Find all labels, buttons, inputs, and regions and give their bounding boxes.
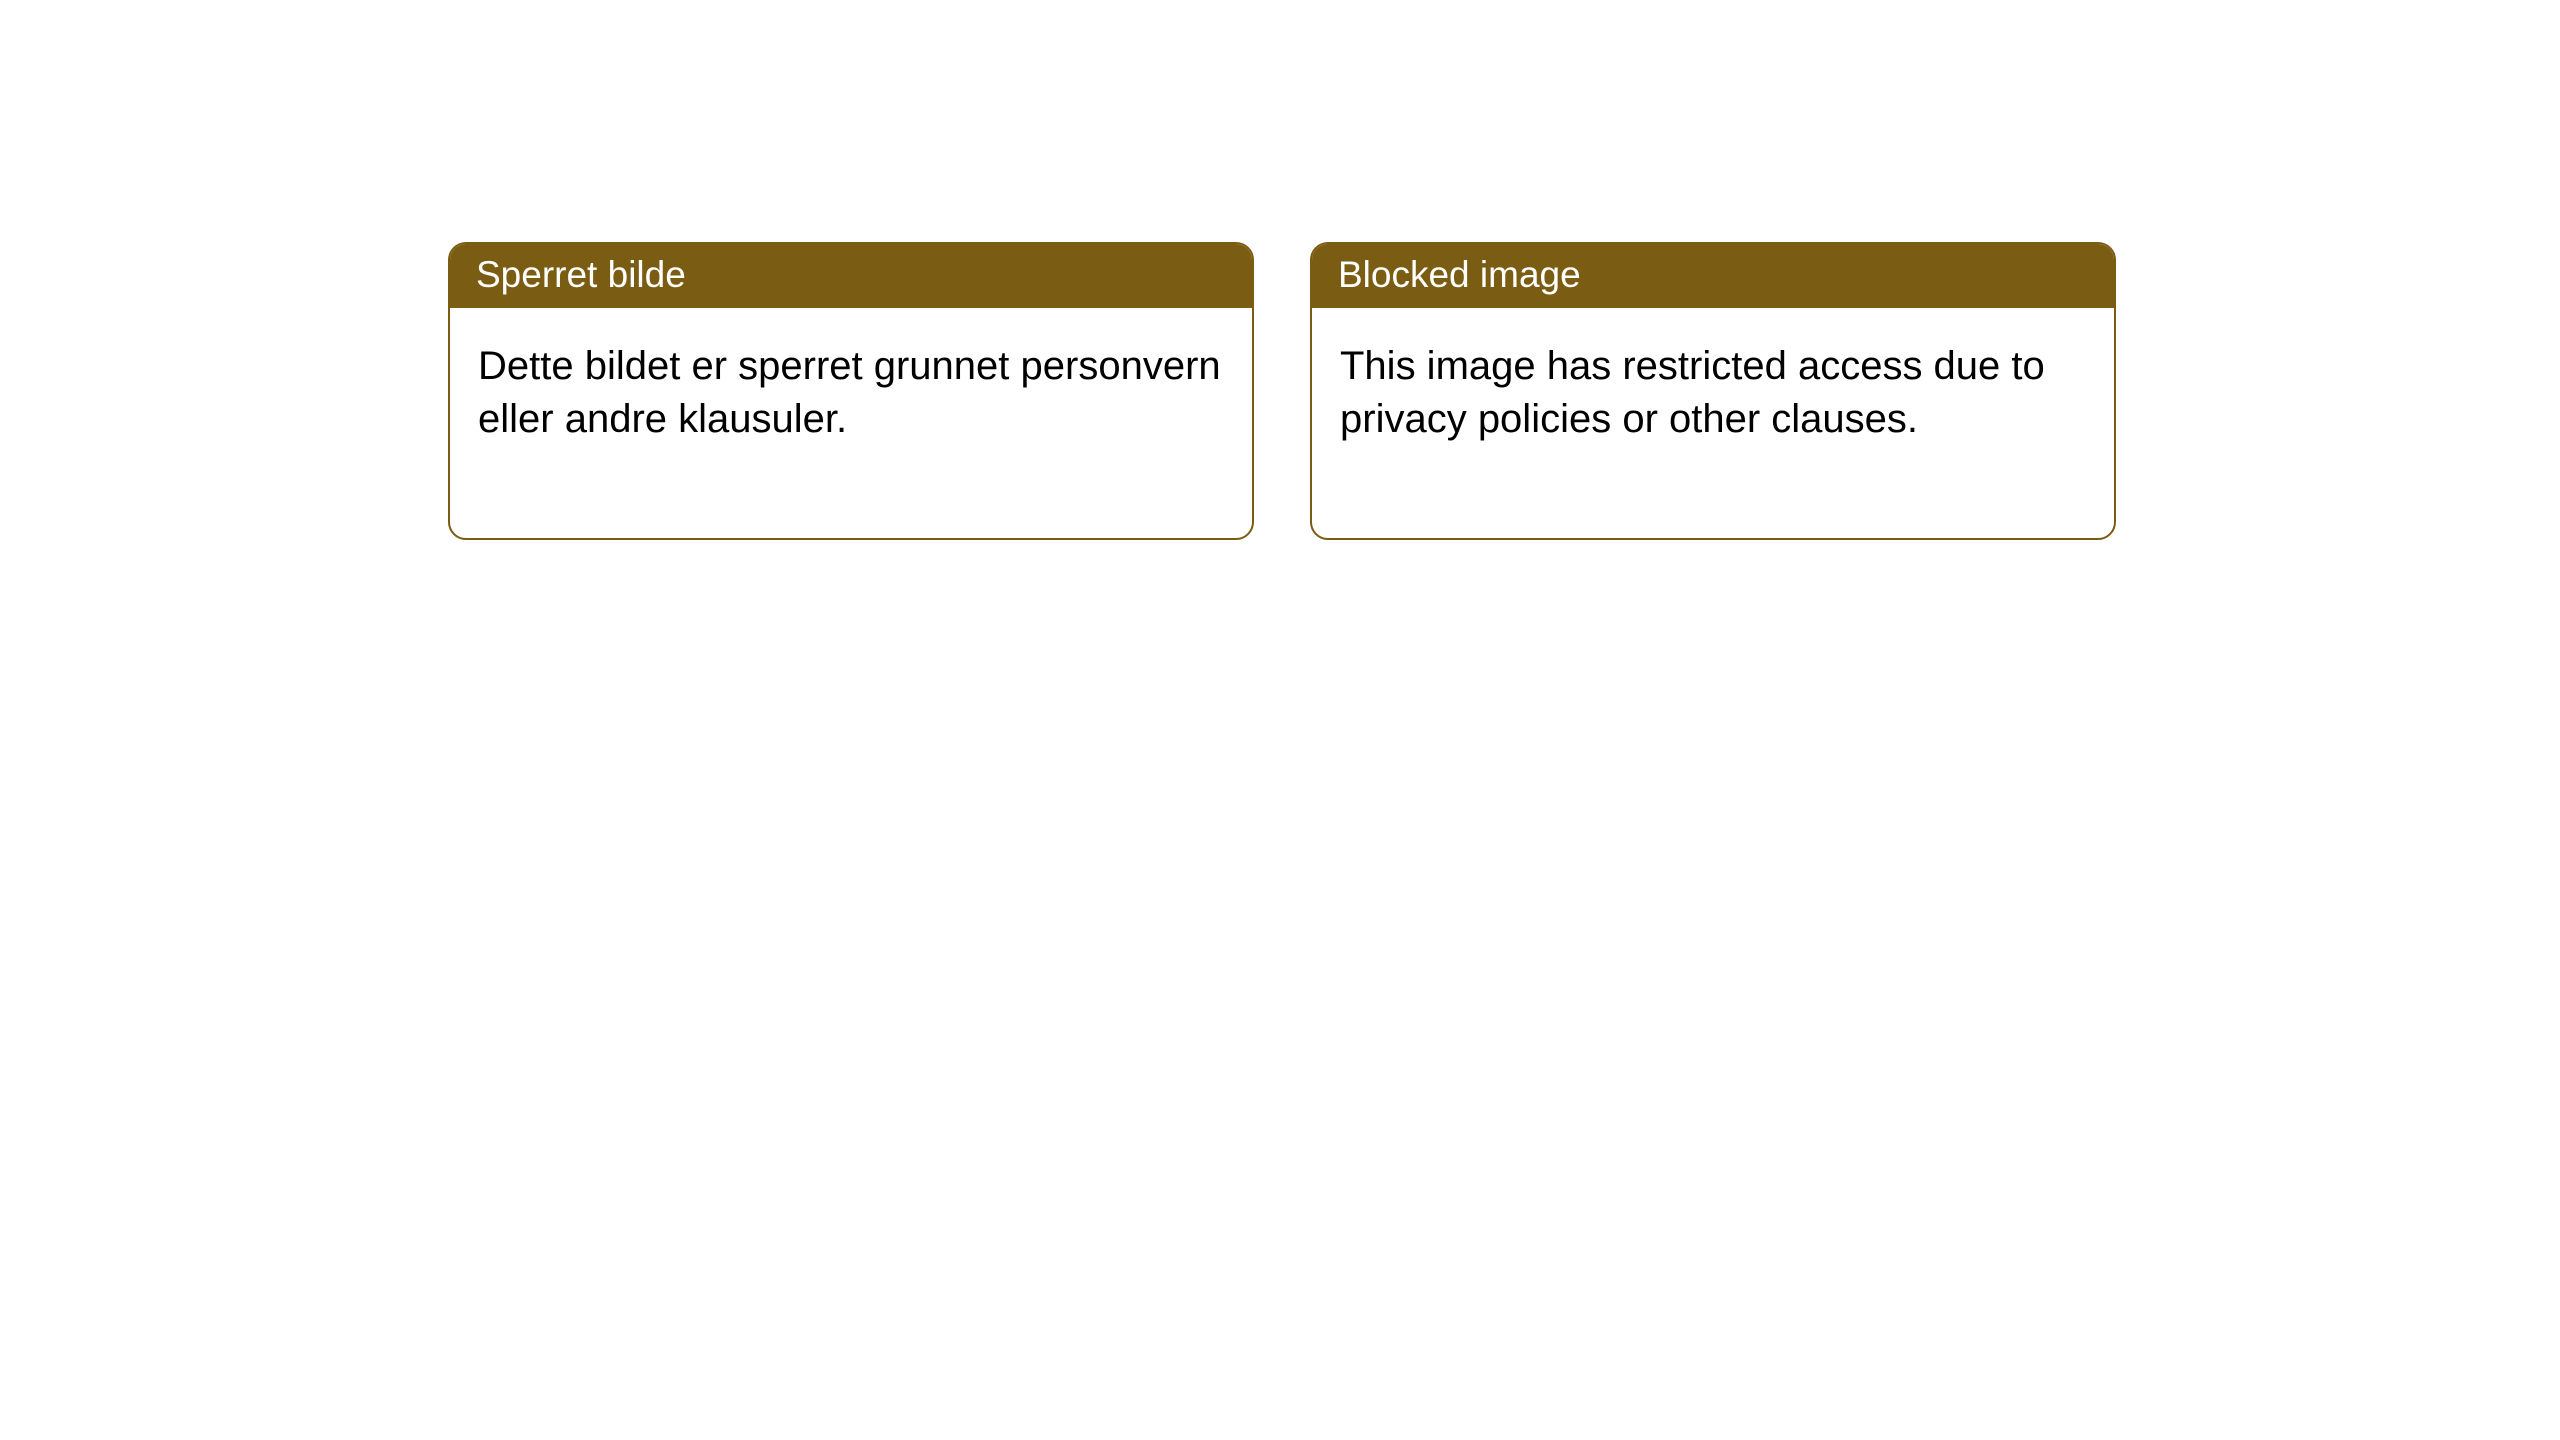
notice-container: Sperret bilde Dette bildet er sperret gr…: [0, 0, 2560, 540]
notice-body-norwegian: Dette bildet er sperret grunnet personve…: [450, 308, 1252, 538]
notice-title-norwegian: Sperret bilde: [450, 244, 1252, 308]
notice-card-norwegian: Sperret bilde Dette bildet er sperret gr…: [448, 242, 1254, 540]
notice-body-english: This image has restricted access due to …: [1312, 308, 2114, 538]
notice-title-english: Blocked image: [1312, 244, 2114, 308]
notice-card-english: Blocked image This image has restricted …: [1310, 242, 2116, 540]
